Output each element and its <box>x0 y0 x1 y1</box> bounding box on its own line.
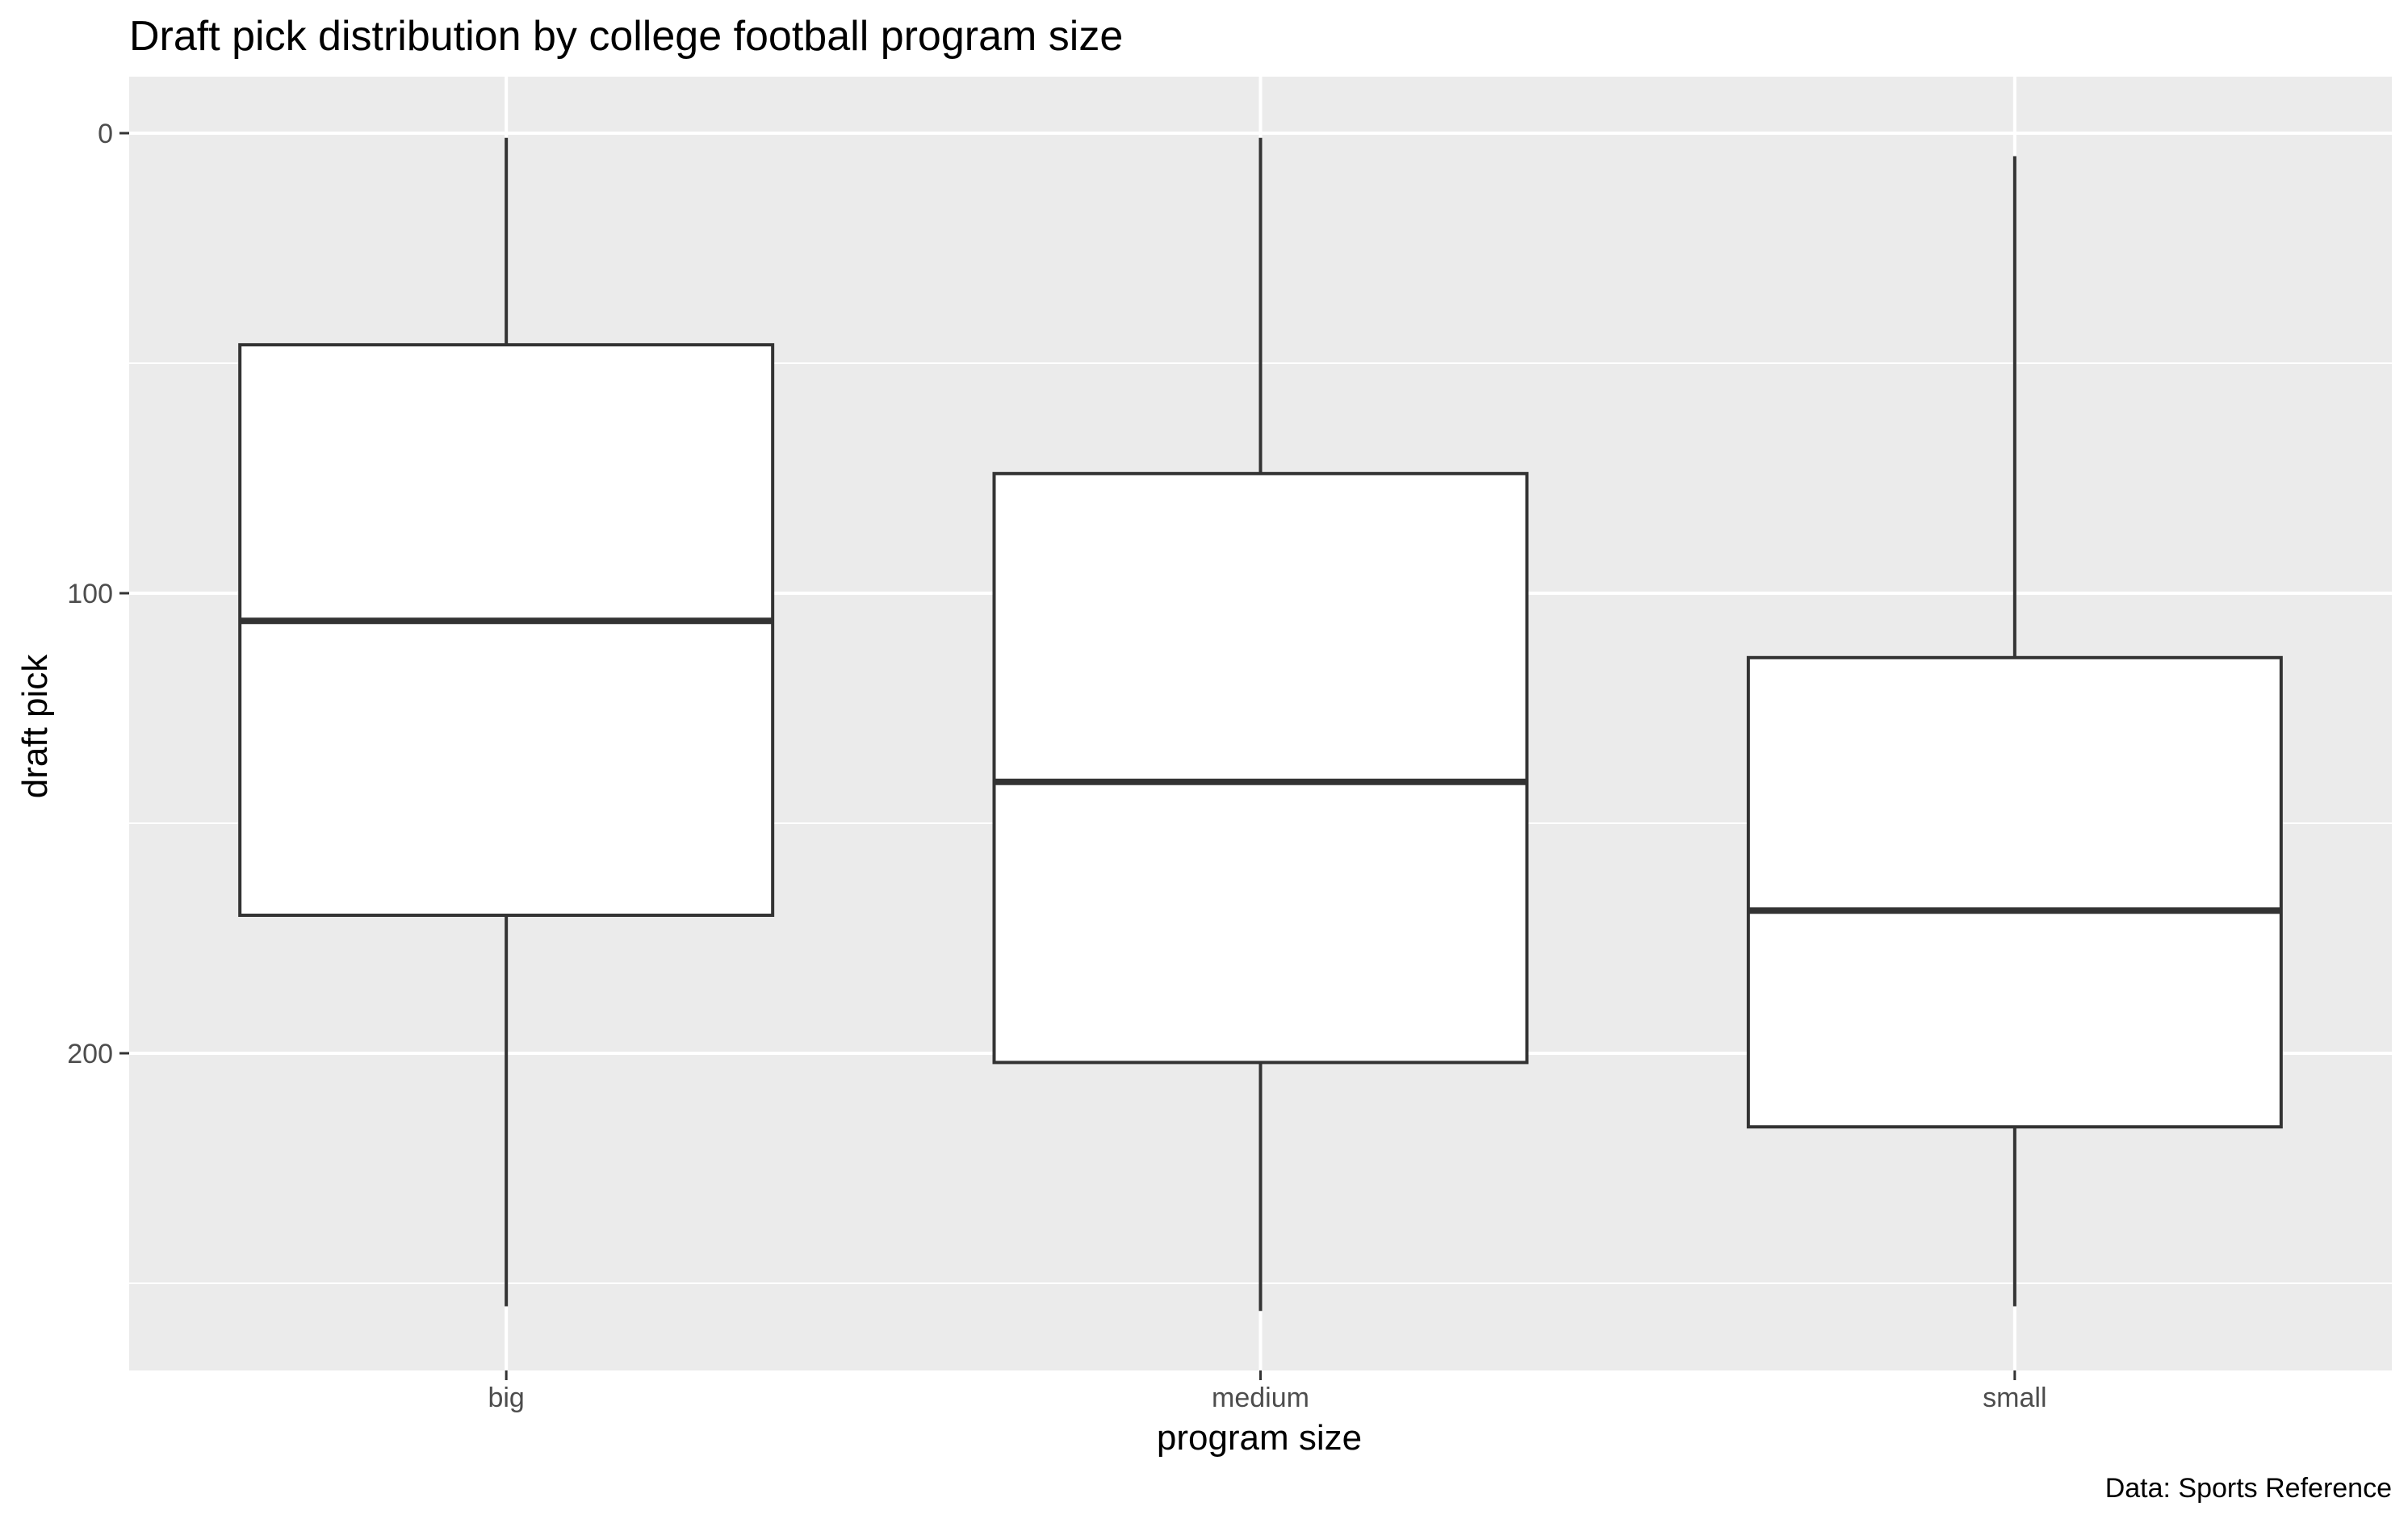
chart-title: Draft pick distribution by college footb… <box>129 13 1123 60</box>
y-tick-label: 100 <box>67 579 113 609</box>
box-big <box>238 137 775 1307</box>
box-iqr <box>238 343 775 917</box>
box-medium <box>992 137 1529 1312</box>
y-tick-label: 0 <box>98 119 113 149</box>
box-small <box>1746 156 2283 1307</box>
x-tick-label: big <box>488 1383 524 1413</box>
box-iqr <box>992 471 1529 1065</box>
box-series <box>238 137 2283 1312</box>
axes: 0 100 200 big medium small <box>67 119 2046 1413</box>
y-tick-label: 200 <box>67 1039 113 1069</box>
box-iqr <box>1746 655 2283 1129</box>
x-tick-label: small <box>1983 1383 2046 1413</box>
y-axis-title: draft pick <box>15 654 55 799</box>
x-tick-label: medium <box>1212 1383 1309 1413</box>
chart-caption: Data: Sports Reference <box>2105 1473 2392 1504</box>
x-axis-title: program size <box>1157 1418 1362 1458</box>
